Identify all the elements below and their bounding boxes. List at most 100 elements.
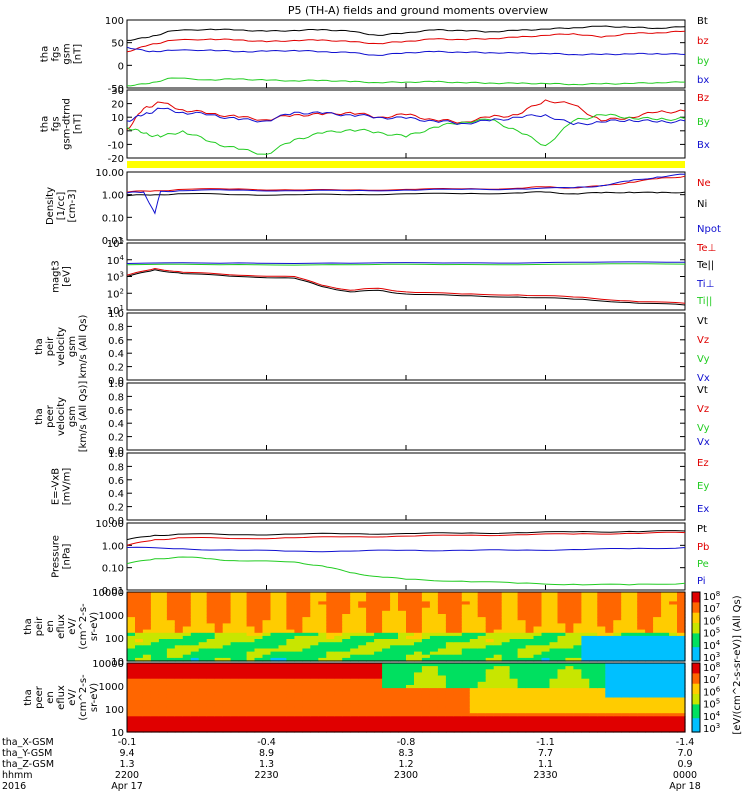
- heatmap-cell: [326, 697, 335, 702]
- heatmap-cell: [406, 710, 415, 714]
- heatmap-cell: [645, 617, 654, 621]
- heatmap-cell: [677, 654, 686, 659]
- heatmap-cell: [469, 685, 479, 689]
- heatmap-cell: [414, 651, 423, 656]
- heatmap-cell: [501, 725, 511, 730]
- heatmap-cell: [310, 688, 319, 692]
- heatmap-cell: [206, 607, 216, 612]
- heatmap-cell: [517, 617, 527, 621]
- heatmap-cell: [509, 592, 519, 596]
- heatmap-cell: [382, 617, 391, 621]
- heatmap-cell: [621, 678, 630, 683]
- heatmap-cell: [390, 642, 399, 646]
- x-axis-value: 2200: [115, 770, 139, 781]
- heatmap-cell: [286, 598, 295, 602]
- heatmap-cell: [278, 669, 288, 673]
- heatmap-cell: [127, 635, 136, 640]
- heatmap-cell: [661, 706, 670, 711]
- heatmap-cell: [469, 623, 479, 628]
- heatmap-cell: [182, 697, 192, 702]
- heatmap-cell: [406, 669, 415, 673]
- heatmap-cell: [493, 648, 503, 653]
- y-tick-label: 10000: [92, 659, 124, 670]
- heatmap-cell: [390, 657, 399, 662]
- heatmap-cell: [230, 598, 240, 602]
- heatmap-cell: [135, 672, 144, 677]
- heatmap-cell: [541, 626, 551, 631]
- heatmap-cell: [421, 598, 431, 602]
- heatmap-cell: [509, 719, 519, 724]
- heatmap-cell: [637, 672, 646, 677]
- heatmap-cell: [198, 592, 208, 596]
- heatmap-cell: [477, 635, 487, 640]
- heatmap-cell: [222, 592, 232, 596]
- heatmap-cell: [565, 654, 574, 659]
- heatmap-cell: [501, 629, 511, 634]
- heatmap-cell: [589, 642, 598, 646]
- heatmap-cell: [294, 710, 303, 714]
- heatmap-cell: [669, 681, 678, 686]
- heatmap-cell: [135, 626, 144, 631]
- heatmap-cell: [270, 666, 280, 670]
- heatmap-cell: [230, 672, 240, 677]
- heatmap-cell: [398, 626, 407, 631]
- heatmap-cell: [286, 639, 295, 643]
- x-axis-value: 2330: [533, 770, 557, 781]
- heatmap-cell: [669, 635, 678, 640]
- heatmap-cell: [645, 719, 654, 724]
- heatmap-cell: [501, 710, 511, 714]
- heatmap-cell: [414, 719, 423, 724]
- heatmap-cell: [437, 592, 447, 596]
- heatmap-cell: [645, 635, 654, 640]
- heatmap-cell: [637, 629, 646, 634]
- heatmap-cell: [182, 725, 192, 730]
- heatmap-cell: [501, 663, 511, 667]
- heatmap-cell: [517, 678, 527, 683]
- heatmap-cell: [621, 722, 630, 727]
- heatmap-cell: [509, 669, 519, 673]
- heatmap-cell: [461, 669, 471, 673]
- heatmap-cell: [453, 666, 463, 670]
- heatmap-cell: [509, 697, 519, 702]
- heatmap-cell: [310, 685, 319, 689]
- heatmap-cell: [517, 675, 527, 680]
- heatmap-cell: [135, 639, 144, 643]
- heatmap-cell: [374, 657, 383, 662]
- heatmap-cell: [557, 722, 567, 727]
- heatmap-cell: [166, 728, 176, 733]
- colorbar-tick-label: 106: [703, 685, 721, 698]
- heatmap-cell: [254, 663, 264, 667]
- heatmap-cell: [661, 716, 670, 720]
- heatmap-cell: [573, 713, 582, 717]
- heatmap-cell: [382, 620, 391, 624]
- heatmap-cell: [174, 697, 184, 702]
- heatmap-cell: [573, 706, 582, 711]
- heatmap-cell: [437, 722, 447, 727]
- heatmap-cell: [358, 663, 367, 667]
- heatmap-cell: [358, 595, 367, 599]
- heatmap-cell: [270, 617, 280, 621]
- heatmap-cell: [174, 601, 184, 606]
- heatmap-cell: [214, 617, 224, 621]
- panel-frame-peer-velocity: [126, 382, 686, 451]
- heatmap-cell: [198, 710, 208, 714]
- heatmap-cell: [246, 642, 256, 646]
- heatmap-cell: [142, 632, 152, 637]
- heatmap-cell: [573, 595, 582, 599]
- heatmap-cell: [358, 713, 367, 717]
- heatmap-cell: [174, 598, 184, 602]
- heatmap-cell: [597, 706, 606, 711]
- heatmap-cell: [406, 719, 415, 724]
- heatmap-cell: [206, 632, 216, 637]
- heatmap-cell: [190, 703, 200, 708]
- heatmap-cell: [517, 642, 527, 646]
- heatmap-cell: [158, 654, 168, 659]
- heatmap-cell: [661, 651, 670, 656]
- heatmap-cell: [645, 688, 654, 692]
- heatmap-cell: [605, 617, 614, 621]
- colorbar-cell: [692, 605, 700, 609]
- heatmap-cell: [246, 710, 256, 714]
- heatmap-cell: [406, 623, 415, 628]
- heatmap-cell: [605, 719, 614, 724]
- heatmap-cell: [262, 648, 272, 653]
